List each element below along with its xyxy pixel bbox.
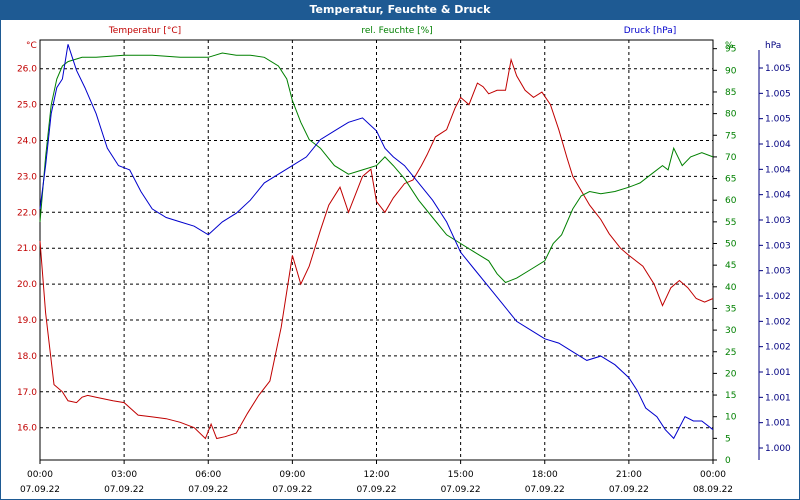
pressure-tick-label: 1.004 <box>765 165 791 175</box>
humidity-tick-label: 80 <box>725 110 737 120</box>
humidity-tick-label: 35 <box>725 304 736 314</box>
temperature-unit: °C <box>26 41 37 51</box>
x-tick-date: 07.09.22 <box>441 485 481 495</box>
temperature-tick-label: 20.0 <box>17 280 37 290</box>
temperature-tick-label: 19.0 <box>17 316 37 326</box>
humidity-tick-label: 55 <box>725 218 736 228</box>
x-tick-time: 09:00 <box>279 470 305 480</box>
pressure-tick-label: 1.003 <box>765 241 791 251</box>
series-line <box>39 52 714 284</box>
series-line <box>39 44 714 440</box>
x-tick-time: 06:00 <box>195 470 221 480</box>
humidity-tick-label: 50 <box>725 240 737 250</box>
temperature-axis: 16.0 17.0 18.0 19.0 20.0 21.0 22.0 23.0 24.0 25.0… <box>17 41 37 434</box>
humidity-tick-label: 25 <box>725 348 736 358</box>
series-line <box>39 57 714 440</box>
series-header: Temperatur [°C] <box>108 26 181 36</box>
grid <box>40 40 713 460</box>
humidity-tick-label: 95 <box>725 45 736 55</box>
x-tick-date: 07.09.22 <box>104 485 144 495</box>
humidity-tick-label: 70 <box>725 153 737 163</box>
x-tick-date: 07.09.22 <box>272 485 312 495</box>
humidity-tick-label: 90 <box>725 66 737 76</box>
series-headers: Temperatur [°C] rel. Feuchte [%] Druck [hP… <box>108 26 676 36</box>
x-tick-time: 21:00 <box>616 470 642 480</box>
pressure-axis: hPa 1.000 1.001 1.001 1.001 1.002 1.002 1.002 1.… <box>758 41 791 460</box>
humidity-tick-label: 45 <box>725 261 736 271</box>
x-tick-date: 08.09.22 <box>693 485 733 495</box>
pressure-unit: hPa <box>765 41 781 51</box>
x-tick-date: 07.09.22 <box>188 485 228 495</box>
x-tick-time: 00:00 <box>27 470 53 480</box>
humidity-tick-label: 10 <box>725 413 737 423</box>
temperature-tick-label: 21.0 <box>17 244 37 254</box>
series-header: rel. Feuchte [%] <box>361 26 432 36</box>
humidity-unit: % <box>725 41 734 51</box>
series-lines <box>39 44 714 440</box>
pressure-tick-label: 1.004 <box>765 191 791 201</box>
humidity-tick-label: 30 <box>725 326 737 336</box>
temperature-tick-label: 26.0 <box>17 65 37 75</box>
series-header: Druck [hPa] <box>624 26 677 36</box>
temperature-tick-label: 16.0 <box>17 424 37 434</box>
pressure-tick-label: 1.003 <box>765 267 791 277</box>
pressure-tick-label: 1.002 <box>765 292 791 302</box>
x-tick-time: 15:00 <box>448 470 474 480</box>
humidity-tick-label: 20 <box>725 369 737 379</box>
humidity-tick-label: 15 <box>725 391 736 401</box>
pressure-tick-label: 1.002 <box>765 343 791 353</box>
x-tick-time: 12:00 <box>364 470 390 480</box>
x-tick-time: 18:00 <box>532 470 558 480</box>
pressure-tick-label: 1.001 <box>765 368 791 378</box>
humidity-tick-label: 5 <box>725 434 731 444</box>
humidity-tick-label: 0 <box>725 456 731 466</box>
humidity-tick-label: 40 <box>725 283 737 293</box>
x-tick-time: 00:00 <box>700 470 726 480</box>
temperature-tick-label: 24.0 <box>17 137 37 147</box>
time-axis: 00:00 07.09.22 03:00 07.09.22 06:00 07.09.22 0… <box>20 460 733 495</box>
pressure-tick-label: 1.003 <box>765 216 791 226</box>
pressure-tick-label: 1.004 <box>765 140 791 150</box>
temperature-tick-label: 17.0 <box>17 388 37 398</box>
x-tick-date: 07.09.22 <box>525 485 565 495</box>
pressure-tick-label: 1.001 <box>765 393 791 403</box>
x-tick-date: 07.09.22 <box>609 485 649 495</box>
humidity-tick-label: 60 <box>725 196 737 206</box>
pressure-tick-label: 1.005 <box>765 115 791 125</box>
temperature-tick-label: 23.0 <box>17 172 37 182</box>
pressure-tick-label: 1.005 <box>765 64 791 74</box>
humidity-tick-label: 65 <box>725 175 736 185</box>
temperature-tick-label: 25.0 <box>17 101 37 111</box>
pressure-tick-label: 1.001 <box>765 419 791 429</box>
humidity-axis: 0 5 10 15 20 25 30 35 40 45 50 55 60 65 70 75 80 85 90 95% <box>713 41 737 466</box>
pressure-tick-label: 1.005 <box>765 89 791 99</box>
x-tick-date: 07.09.22 <box>20 485 60 495</box>
window-title: Temperatur, Feuchte & Druck <box>0 0 800 19</box>
x-tick-date: 07.09.22 <box>356 485 396 495</box>
humidity-tick-label: 85 <box>725 88 736 98</box>
x-tick-time: 03:00 <box>111 470 137 480</box>
humidity-tick-label: 75 <box>725 131 736 141</box>
temperature-tick-label: 18.0 <box>17 352 37 362</box>
pressure-tick-label: 1.000 <box>765 444 791 454</box>
temperature-tick-label: 22.0 <box>17 208 37 218</box>
pressure-tick-label: 1.002 <box>765 317 791 327</box>
